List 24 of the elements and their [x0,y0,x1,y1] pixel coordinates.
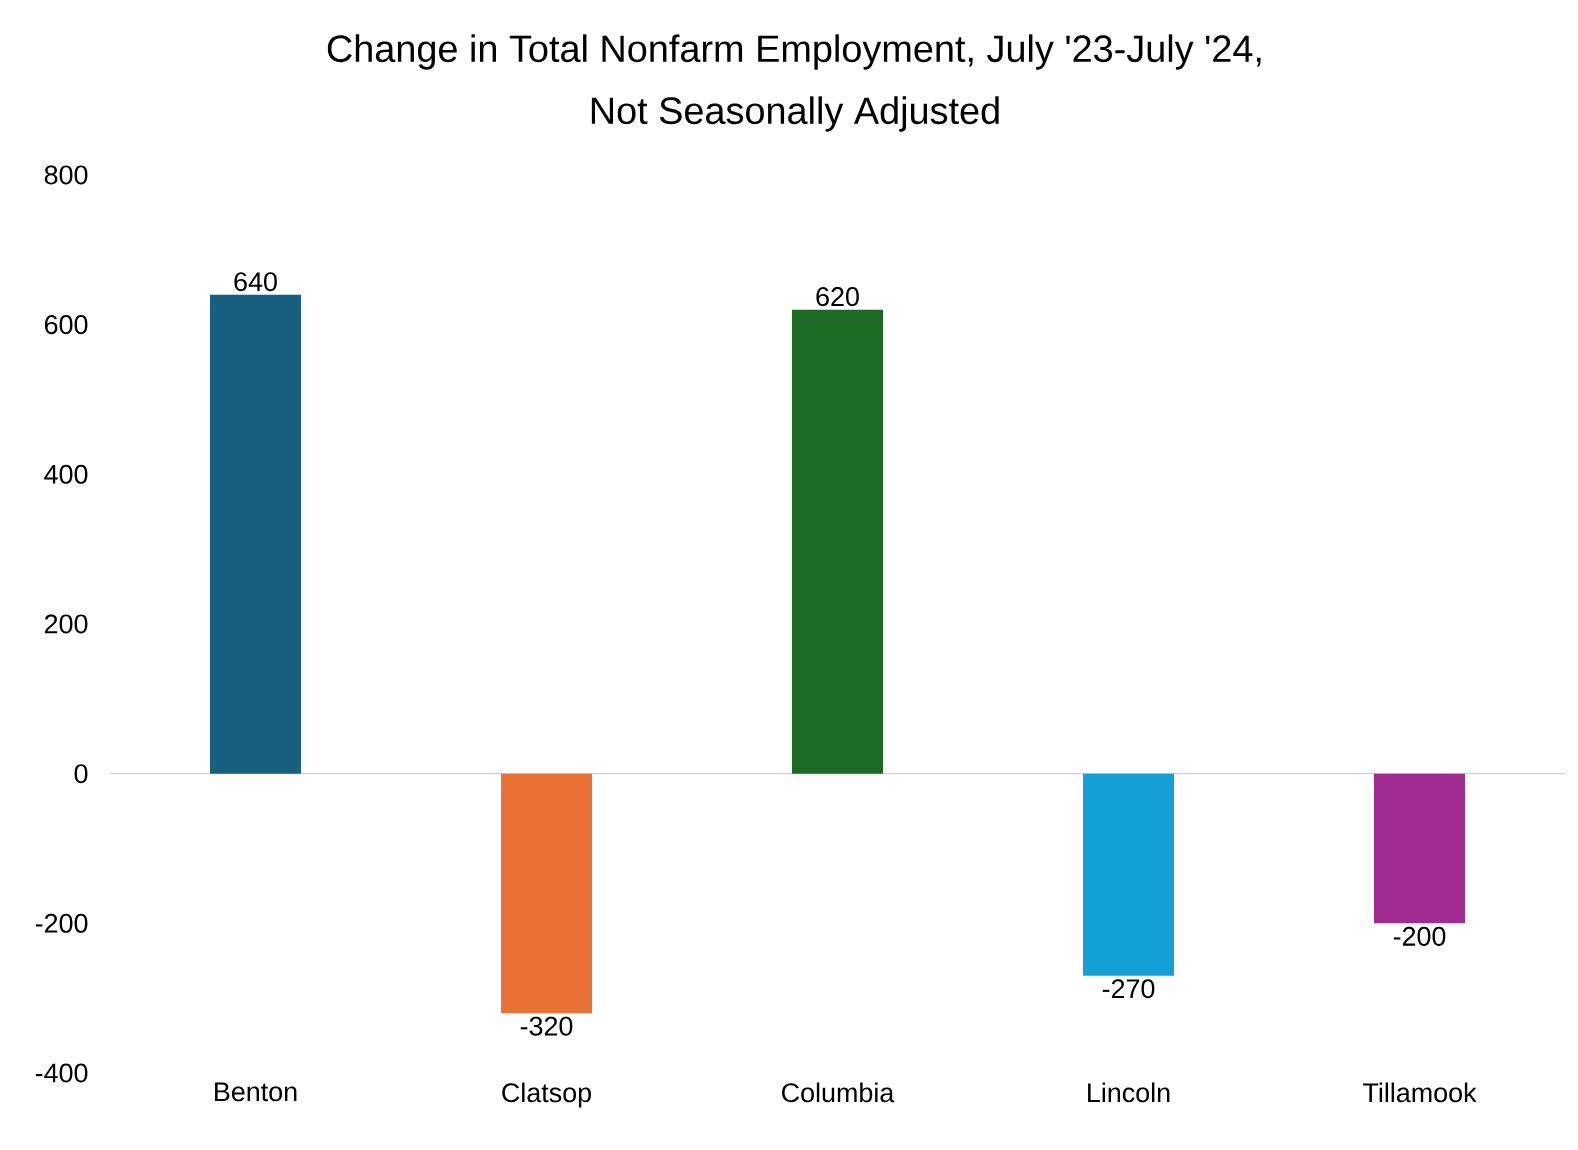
data-label: -320 [520,1016,573,1036]
data-label: 640 [234,272,277,292]
y-tick-label: 0 [74,764,88,784]
x-tick-label: Tillamook [1363,1082,1477,1103]
bar [792,309,883,774]
data-label: -270 [1102,979,1155,999]
x-tick-label: Clatsop [502,1082,591,1108]
data-label: -200 [1393,926,1446,946]
x-tick-label: Columbia [782,1082,895,1103]
y-tick-label: -400 [35,1063,88,1083]
chart-title: Change in Total Nonfarm Employment, July '23-July '24, [327,34,1261,70]
data-label: 620 [816,287,859,307]
bar [1374,773,1465,924]
chart-subtitle: Not Seasonally Adjusted [591,96,999,132]
y-tick-label: -200 [35,913,88,933]
bar [1083,773,1174,976]
y-tick-label: 400 [44,464,88,484]
x-tick-label: Lincoln [1088,1082,1170,1103]
x-tick-label: Benton [215,1082,297,1102]
y-tick-label: 800 [44,165,88,185]
y-tick-label: 200 [44,614,88,634]
bar [501,773,592,1014]
bar [210,294,302,774]
y-tick-label: 600 [44,315,88,335]
